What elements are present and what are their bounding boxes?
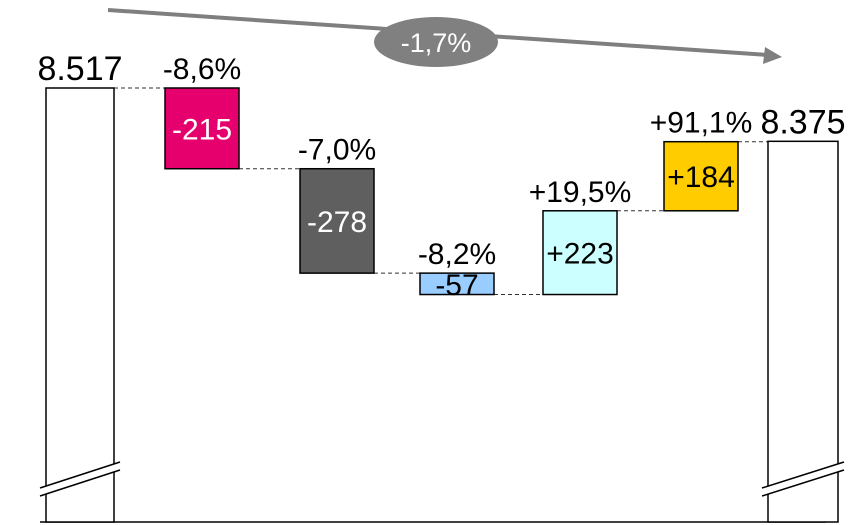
step-pct-label: -8,2% (418, 238, 496, 271)
end-bar-break-gap (762, 462, 844, 496)
step-bar (299, 167, 375, 274)
start-bar-break-line (39, 461, 121, 489)
start-bar-rect (45, 87, 115, 523)
end-bar (761, 140, 845, 523)
step-bar (663, 140, 739, 212)
total-change-bubble (374, 17, 498, 67)
start-bar-value-label: 8.517 (37, 50, 122, 88)
step-bar (164, 87, 240, 170)
step-pct-label: -8,6% (163, 53, 241, 86)
end-bar-break-line (761, 461, 845, 489)
end-bar-rect (767, 140, 839, 523)
step-value-label: -57 (435, 269, 478, 302)
total-change-label: -1,7% (401, 28, 472, 58)
end-bar-break-line (761, 469, 845, 497)
step-pct-label: +19,5% (529, 176, 632, 209)
step-value-label: -215 (172, 113, 232, 146)
start-bar-break-line (39, 469, 121, 497)
step-pct-label: -7,0% (298, 134, 376, 167)
step-pct-label: +91,1% (650, 107, 753, 140)
trend-arrowhead (763, 47, 782, 64)
start-bar-break-gap (40, 462, 120, 496)
start-bar (39, 87, 121, 523)
step-value-label: +184 (667, 161, 735, 194)
step-value-label: +223 (546, 238, 614, 271)
step-value-label: -278 (307, 206, 367, 239)
step-bar (419, 272, 495, 296)
end-bar-value-label: 8.375 (760, 103, 845, 141)
step-bar (542, 210, 618, 296)
